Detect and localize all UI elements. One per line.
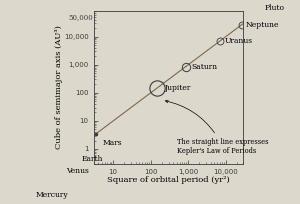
Text: Jupiter: Jupiter (164, 84, 190, 92)
X-axis label: Square of orbital period (yr²): Square of orbital period (yr²) (107, 176, 230, 184)
Text: Mars: Mars (103, 139, 122, 147)
Text: Saturn: Saturn (191, 63, 217, 71)
Text: Uranus: Uranus (224, 37, 252, 45)
Text: Venus: Venus (66, 167, 89, 175)
Text: Earth: Earth (81, 155, 103, 163)
Y-axis label: Cube of semimajor axis (AU³): Cube of semimajor axis (AU³) (55, 26, 62, 150)
Text: Mercury: Mercury (36, 191, 68, 199)
Text: The straight line expresses
Kepler's Law of Periods: The straight line expresses Kepler's Law… (165, 100, 268, 155)
Text: 50,000: 50,000 (69, 13, 94, 21)
Text: Pluto: Pluto (264, 4, 284, 12)
Text: Neptune: Neptune (246, 21, 279, 29)
